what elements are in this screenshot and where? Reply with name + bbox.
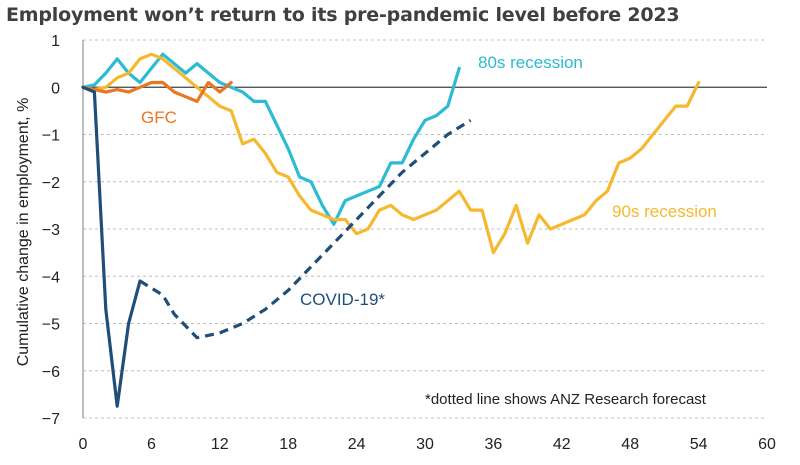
x-tick-label: 36 <box>485 436 503 453</box>
x-tick-label: 60 <box>758 436 776 453</box>
x-tick-label: 42 <box>553 436 571 453</box>
label-90s-recession: 90s recession <box>612 202 717 221</box>
label-covid: COVID-19* <box>300 290 385 309</box>
grid-lines <box>83 39 767 419</box>
x-tick-label: 12 <box>211 436 229 453</box>
y-tick-label: −5 <box>42 317 60 334</box>
y-tick-label: −2 <box>42 175 60 192</box>
series-line-gfc <box>81 80 233 104</box>
series-line-90s-recession <box>81 52 701 255</box>
x-tick-label: 0 <box>79 436 88 453</box>
label-80s-recession: 80s recession <box>478 53 583 72</box>
axes: 1 0 −1 −2 −3 −4 −5 −6 −7 0 6 12 18 24 30 36 42 48 54 60 <box>42 33 776 453</box>
y-tick-label: −3 <box>42 222 60 239</box>
y-tick-label: −6 <box>42 364 60 381</box>
y-tick-label: 0 <box>51 80 60 97</box>
x-tick-label: 30 <box>416 436 434 453</box>
series-line-80s-recession <box>81 52 461 226</box>
y-tick-label: −1 <box>42 128 60 145</box>
chart-title: Employment won’t return to its pre-pande… <box>6 4 680 26</box>
x-tick-label: 48 <box>621 436 639 453</box>
y-tick-label: −7 <box>42 411 60 428</box>
label-gfc: GFC <box>141 108 177 127</box>
forecast-note: *dotted line shows ANZ Research forecast <box>425 391 707 408</box>
series-line-covid-19-forecast <box>139 118 472 340</box>
label-layer: Cumulative change in employment, % 80s r… <box>15 53 717 408</box>
y-tick-label: −4 <box>42 269 60 286</box>
series-layer <box>81 52 701 408</box>
series-line-covid-19 <box>81 85 142 408</box>
x-tick-label: 6 <box>147 436 156 453</box>
y-axis-title: Cumulative change in employment, % <box>15 98 32 367</box>
y-tick-label: 1 <box>51 33 60 50</box>
x-tick-label: 24 <box>348 436 366 453</box>
x-tick-label: 18 <box>279 436 297 453</box>
x-tick-label: 54 <box>690 436 708 453</box>
